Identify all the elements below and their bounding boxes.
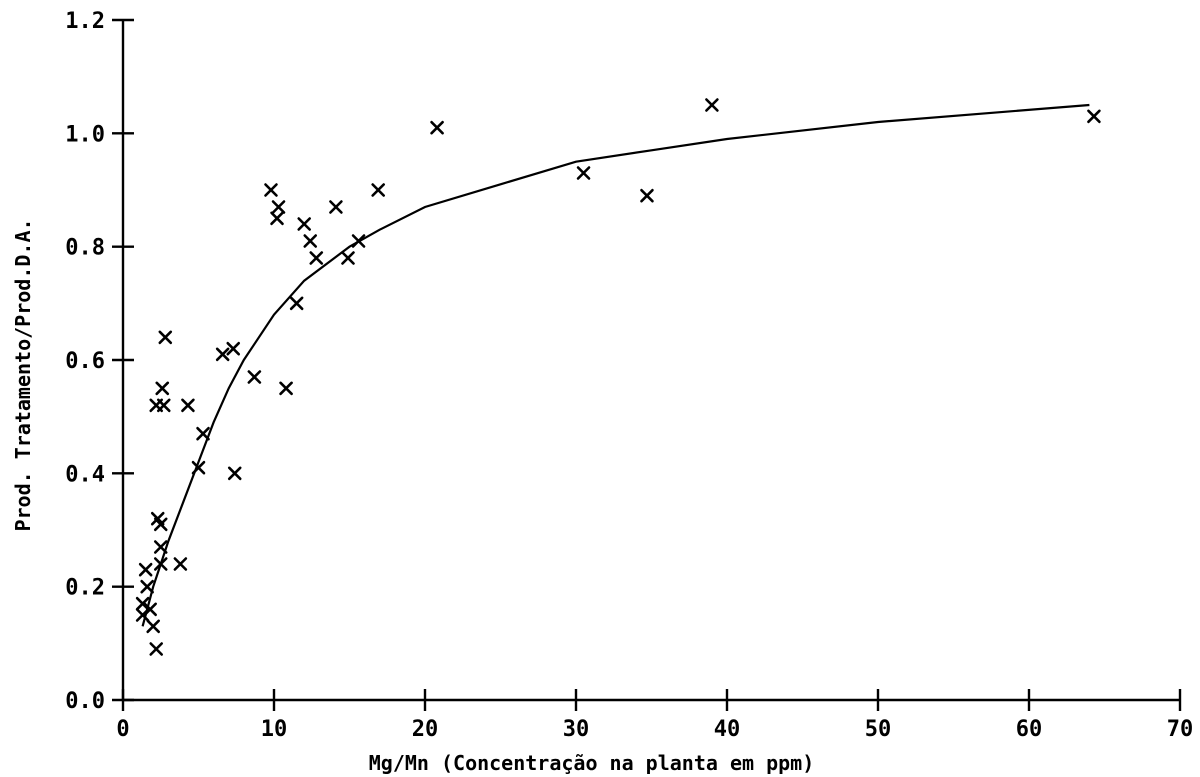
data-point-marker	[138, 562, 153, 577]
data-point-marker	[215, 347, 230, 362]
y-tick-label: 0.8	[65, 236, 105, 261]
x-tick-label: 20	[412, 717, 439, 742]
data-point-marker	[135, 608, 150, 622]
data-point-marker	[158, 330, 173, 345]
data-point-marker	[153, 540, 168, 554]
data-point-marker	[309, 251, 324, 265]
y-axis-ticks: 0.0 0.2 0.4 0.6 0.8 1.0 1.2	[65, 9, 134, 714]
data-point-marker	[430, 120, 444, 135]
data-point-marker	[341, 251, 355, 265]
data-point-marker	[226, 341, 241, 356]
x-tick-label: 60	[1016, 717, 1043, 742]
data-point-marker	[247, 370, 262, 384]
fitted-curve	[141, 103, 1090, 627]
data-points	[135, 98, 1101, 656]
data-point-marker	[143, 602, 157, 617]
data-point-marker	[297, 217, 312, 231]
data-point-marker	[149, 642, 164, 656]
y-axis-title: Prod. Tratamento/Prod.D.A.	[11, 218, 35, 531]
x-axis-ticks: 0 10 20 30 40 50 60 70	[116, 689, 1193, 742]
y-tick-label: 0.2	[65, 576, 105, 601]
data-point-marker	[270, 211, 284, 226]
y-tick-label: 0.0	[65, 689, 105, 714]
data-point-marker	[191, 460, 206, 475]
data-point-marker	[146, 619, 160, 634]
x-tick-label: 10	[261, 717, 288, 742]
data-point-marker	[303, 234, 318, 248]
data-point-marker	[153, 557, 168, 571]
data-point-marker	[227, 466, 242, 481]
data-point-marker	[264, 183, 278, 197]
data-point-marker	[196, 426, 210, 441]
data-point-marker	[181, 398, 195, 413]
data-point-marker	[640, 188, 654, 203]
x-axis-title: Mg/Mn (Concentração na planta em ppm)	[369, 751, 815, 775]
x-tick-label: 30	[563, 717, 590, 742]
x-tick-label: 40	[714, 717, 741, 742]
y-tick-label: 1.0	[65, 122, 105, 147]
data-point-marker	[155, 381, 170, 396]
x-tick-label: 0	[116, 717, 129, 742]
data-point-marker	[153, 517, 168, 532]
data-point-marker	[576, 166, 591, 180]
data-point-marker	[271, 200, 286, 214]
data-point-marker	[705, 98, 719, 112]
data-point-marker	[371, 183, 385, 197]
data-point-marker	[173, 557, 188, 571]
data-point-marker	[279, 381, 293, 396]
data-point-marker	[289, 296, 304, 311]
y-tick-label: 0.6	[65, 349, 105, 374]
data-point-marker	[1087, 109, 1101, 124]
data-point-marker	[140, 579, 154, 594]
y-tick-label: 0.4	[65, 462, 105, 487]
x-tick-label: 50	[865, 717, 892, 742]
data-point-marker	[329, 200, 343, 214]
x-tick-label: 70	[1167, 717, 1194, 742]
y-tick-label: 1.2	[65, 9, 105, 34]
data-point-marker	[135, 596, 150, 611]
data-point-marker	[156, 398, 171, 413]
data-point-marker	[351, 234, 366, 248]
axes	[121, 20, 1180, 702]
